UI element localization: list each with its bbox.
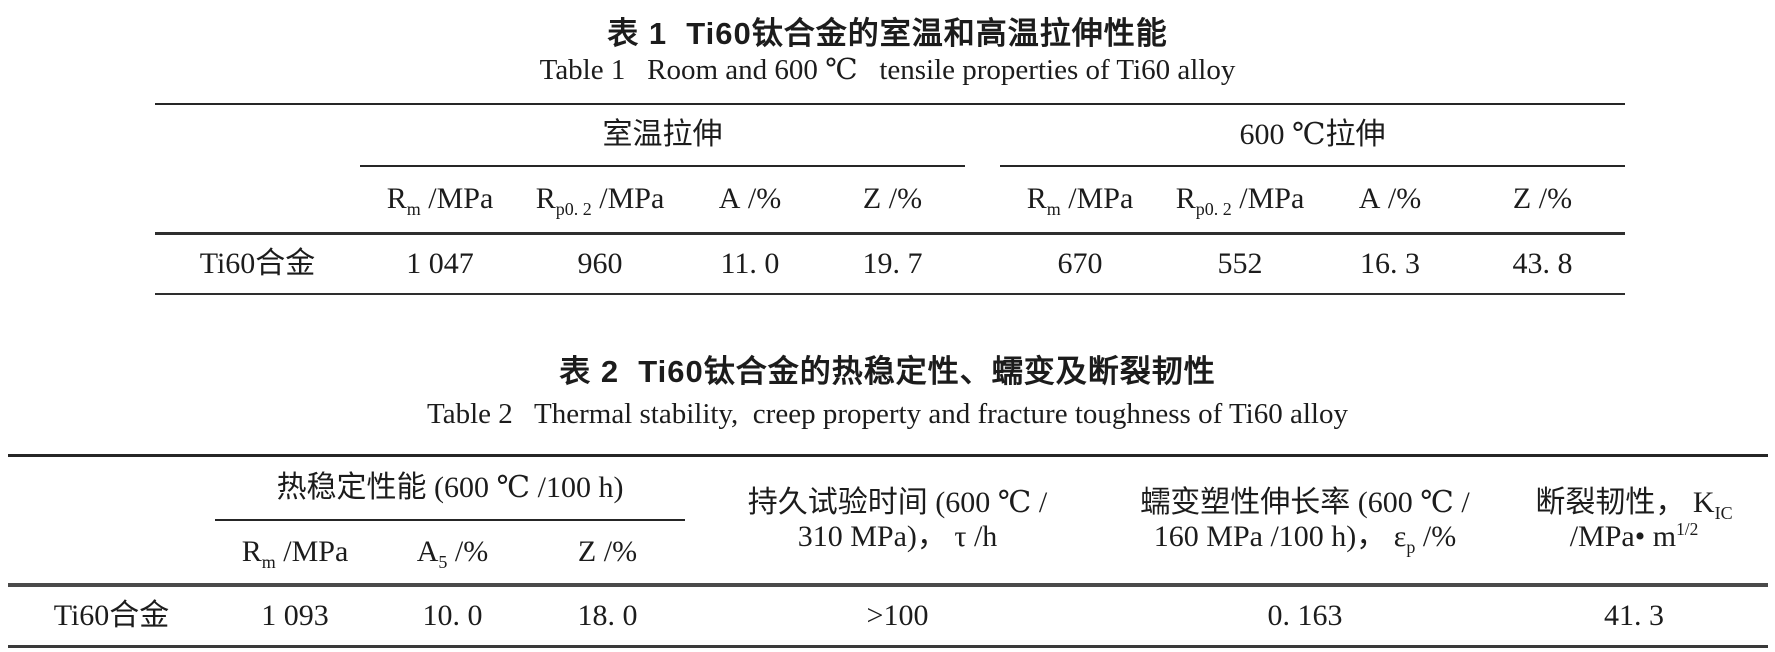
group-label-line2: /MPa• m1/2: [1569, 519, 1699, 553]
table2: 热稳定性能 (600 ℃ /100 h) 持久试验时间 (600 ℃ / 310…: [8, 454, 1768, 648]
group-label: 600 ℃拉伸: [1239, 117, 1386, 151]
data-cell: >100: [685, 583, 1110, 648]
group-label: 室温拉伸: [602, 117, 723, 151]
table2-group-creep-elongation: 蠕变塑性伸长率 (600 ℃ / 160 MPa /100 h)， εp /%: [1110, 454, 1500, 585]
group-label-line2: 160 MPa /100 h)， εp /%: [1153, 520, 1457, 557]
table1-column-gap: [965, 232, 1000, 295]
data-cell: 43. 8: [1460, 232, 1625, 295]
col-header: Rp0. 2 /MPa: [535, 182, 665, 220]
table2-caption-en: Table 2 Thermal stability, creep propert…: [427, 398, 1348, 430]
table1-corner-cell: [155, 103, 360, 167]
data-cell: 11. 0: [680, 232, 820, 295]
table1-group-room-temp: 室温拉伸: [360, 103, 965, 167]
data-cell: 10. 0: [375, 583, 530, 648]
row-label: Ti60合金: [8, 583, 215, 648]
data-cell: 1 047: [360, 232, 520, 295]
col-header: Rp0. 2 /MPa: [1175, 182, 1305, 220]
table1-caption-en: Table 1 Room and 600 ℃ tensile propertie…: [539, 54, 1236, 86]
table2-group-fracture-toughness: 断裂韧性， KIC /MPa• m1/2: [1500, 454, 1768, 585]
data-cell: 1 093: [215, 583, 375, 648]
table1-caption-cn: 表 1 Ti60钛合金的室温和高温拉伸性能: [607, 16, 1168, 51]
table1-group-600c: 600 ℃拉伸: [1000, 103, 1625, 167]
group-label-line1: 蠕变塑性伸长率 (600 ℃ /: [1140, 485, 1470, 519]
table2-group-rupture-time: 持久试验时间 (600 ℃ / 310 MPa)， τ /h: [685, 454, 1110, 585]
group-label-line2: 310 MPa)， τ /h: [797, 520, 998, 553]
table2-corner-cell: [8, 454, 215, 585]
data-cell: 0. 163: [1110, 583, 1500, 648]
data-cell: 960: [520, 232, 680, 295]
group-label-line1: 持久试验时间 (600 ℃ /: [747, 485, 1048, 519]
data-cell: 16. 3: [1320, 232, 1460, 295]
table1-data-row: Ti60合金 1 047 960 11. 0 19. 7 670 552 16.…: [155, 232, 1625, 295]
group-label-line1: 断裂韧性， KIC: [1535, 485, 1733, 523]
row-label: Ti60合金: [155, 232, 360, 295]
table1-column-gap: [965, 103, 1000, 167]
col-header: Z /%: [862, 182, 923, 216]
data-cell: 552: [1160, 232, 1320, 295]
table2-caption-cn: 表 2 Ti60钛合金的热稳定性、蠕变及断裂韧性: [559, 354, 1216, 389]
col-header: Z /%: [577, 534, 638, 568]
col-header: A /%: [1358, 182, 1422, 216]
table2-group-thermal-stability: 热稳定性能 (600 ℃ /100 h): [215, 454, 685, 521]
data-cell: 670: [1000, 232, 1160, 295]
table1-header-spacer: [155, 167, 360, 234]
data-cell: 41. 3: [1500, 583, 1768, 648]
col-header: Rm /MPa: [241, 534, 349, 572]
table2-data-row: Ti60合金 1 093 10. 0 18. 0 >100 0. 163 41.…: [8, 583, 1768, 648]
data-cell: 19. 7: [820, 232, 965, 295]
table1-column-gap: [965, 167, 1000, 234]
col-header: Rm /MPa: [1026, 182, 1134, 220]
col-header: Z /%: [1512, 182, 1573, 216]
data-cell: 18. 0: [530, 583, 685, 648]
col-header: Rm /MPa: [386, 182, 494, 220]
table1: 室温拉伸 600 ℃拉伸 Rm /MPa Rp0. 2 /MPa A /% Z …: [155, 103, 1625, 295]
group-label: 热稳定性能 (600 ℃ /100 h): [276, 470, 624, 504]
col-header: A5 /%: [416, 534, 489, 572]
col-header: A /%: [718, 182, 782, 216]
